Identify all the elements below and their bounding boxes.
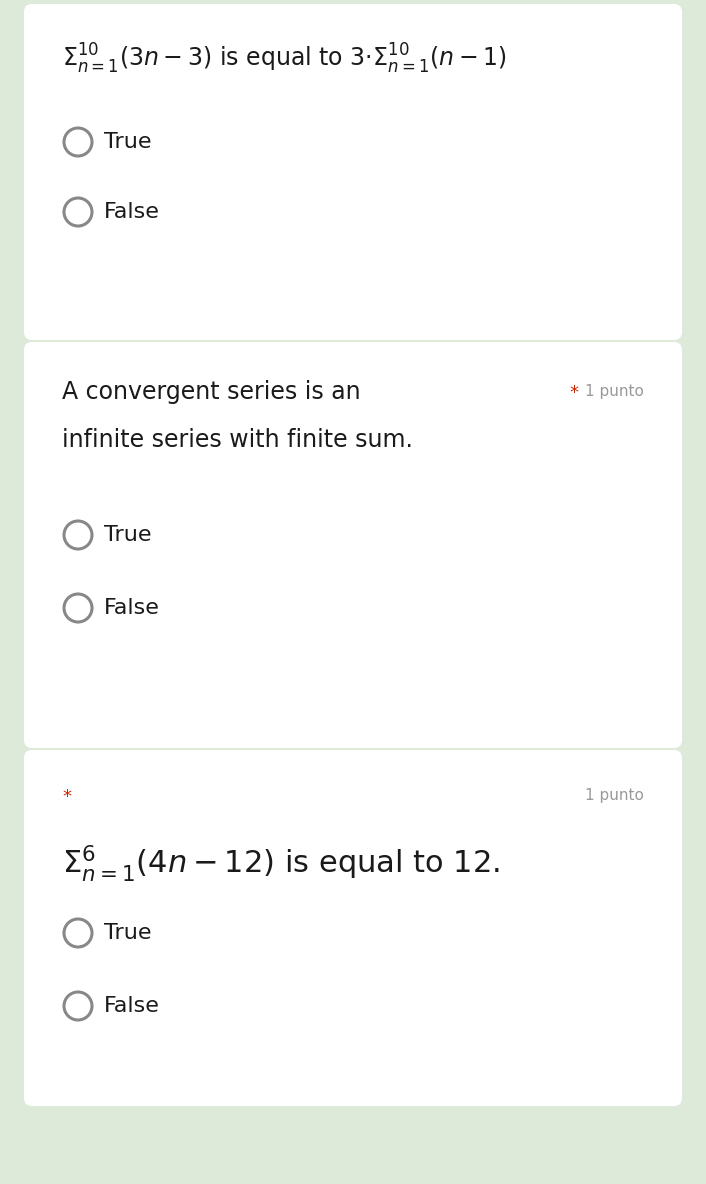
Text: True: True — [104, 924, 152, 942]
Text: *: * — [62, 789, 71, 806]
Text: True: True — [104, 525, 152, 545]
FancyBboxPatch shape — [24, 342, 682, 748]
Text: *: * — [569, 384, 578, 403]
Text: False: False — [104, 598, 160, 618]
FancyBboxPatch shape — [24, 749, 682, 1106]
FancyBboxPatch shape — [24, 4, 682, 340]
Text: True: True — [104, 131, 152, 152]
Text: False: False — [104, 996, 160, 1016]
Text: $\Sigma_{n=1}^{10}(3n-3)$ is equal to $3{\cdot}\Sigma_{n=1}^{10}(n-1)$: $\Sigma_{n=1}^{10}(3n-3)$ is equal to $3… — [62, 41, 507, 76]
Text: infinite series with finite sum.: infinite series with finite sum. — [62, 427, 413, 452]
Text: 1 punto: 1 punto — [585, 384, 644, 399]
Text: False: False — [104, 202, 160, 223]
Text: 1 punto: 1 punto — [585, 789, 644, 803]
Text: $\Sigma_{n=1}^{6}(4n-12)$ is equal to 12.: $\Sigma_{n=1}^{6}(4n-12)$ is equal to 12… — [62, 843, 500, 884]
Text: A convergent series is an: A convergent series is an — [62, 380, 361, 404]
